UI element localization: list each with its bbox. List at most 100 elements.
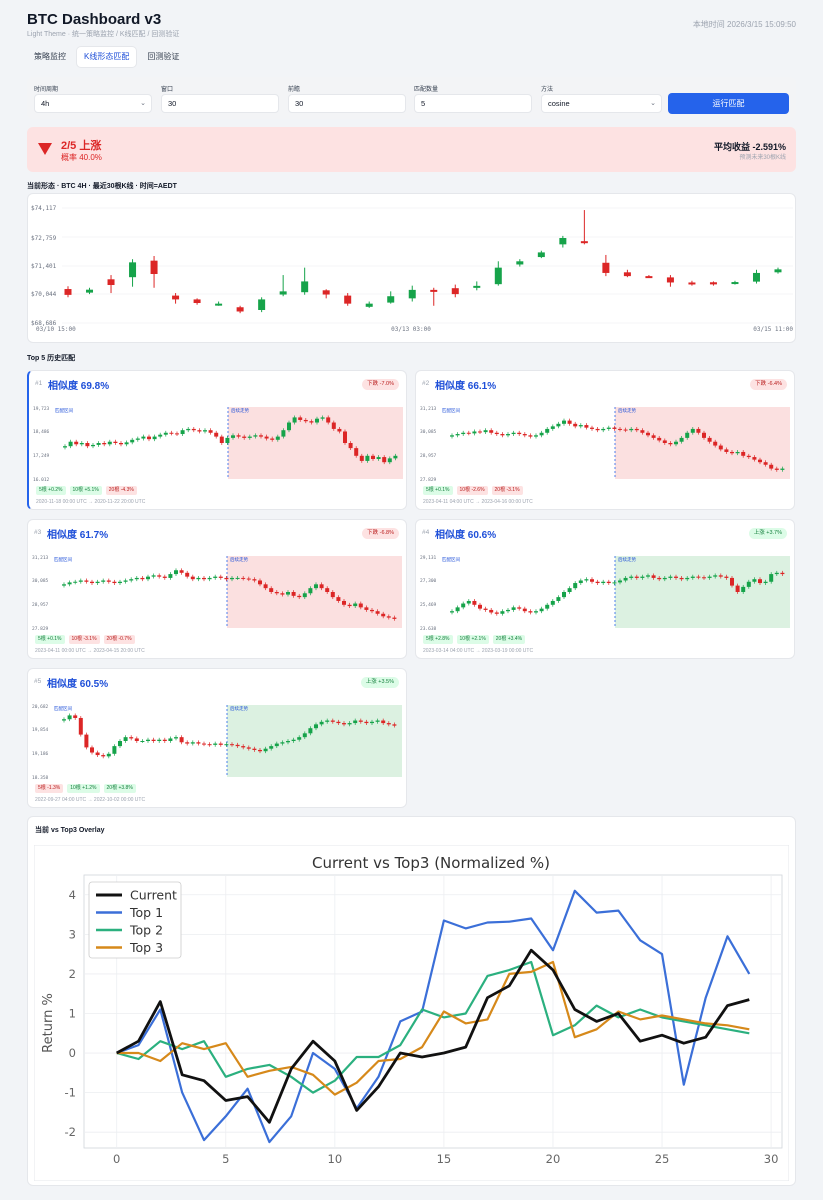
candle <box>506 608 510 614</box>
y-tick-label: $68,686 <box>31 320 57 327</box>
stat-chip: 5根 -1.3% <box>35 784 64 793</box>
candle <box>724 574 729 580</box>
stat-chip: 5根 +0.1% <box>35 635 65 644</box>
candle <box>746 579 751 589</box>
candle <box>506 432 510 438</box>
candle <box>319 719 324 727</box>
candle <box>466 599 471 606</box>
candle <box>516 259 524 267</box>
candle <box>185 570 190 579</box>
candle <box>559 235 567 248</box>
candle <box>371 453 375 461</box>
candle <box>688 280 696 286</box>
chevron-down-icon: ⌄ <box>140 100 146 107</box>
stat-chip: 20根 -4.3% <box>105 486 137 495</box>
candle <box>752 455 757 462</box>
candle <box>325 586 330 594</box>
y-tick-label: 28,957 <box>32 602 49 608</box>
y-tick-label: 18,486 <box>33 429 50 435</box>
tab-kline-matching[interactable]: K线形态匹配 <box>77 47 137 67</box>
stat-chip: 10根 +2.1% <box>456 635 489 644</box>
candle <box>101 578 106 584</box>
candle <box>246 576 251 582</box>
match-zone-label: 匹配区间 <box>55 407 73 414</box>
run-match-button[interactable]: 运行匹配 <box>668 93 789 114</box>
legend-label: Top 1 <box>129 905 163 920</box>
candle <box>158 432 163 439</box>
candle <box>62 717 66 723</box>
x-tick-label: 30 <box>764 1152 779 1166</box>
match-similarity: 相似度 60.5% <box>47 679 109 690</box>
candle <box>731 280 739 285</box>
average-return: 平均收益 -2.591% <box>713 142 786 152</box>
candle <box>466 430 471 436</box>
y-tick-label: 17,249 <box>33 453 50 459</box>
candle <box>258 578 262 587</box>
tab-strategy-monitor[interactable]: 策略监控 <box>34 52 66 61</box>
method-label: 方法 <box>541 87 554 93</box>
candle <box>175 431 179 436</box>
candle <box>186 427 191 433</box>
candle <box>314 582 318 591</box>
window-input[interactable]: 30 <box>161 94 279 113</box>
candle <box>651 573 656 580</box>
candle <box>140 576 145 582</box>
lookahead-input[interactable]: 30 <box>288 94 406 113</box>
match-stats: 5根 +0.2% 10根 +5.1% 20根 -4.3% <box>36 486 137 495</box>
candle <box>500 609 505 616</box>
candle <box>63 444 67 450</box>
match-count-input[interactable]: 5 <box>414 94 532 113</box>
candle <box>489 608 494 615</box>
y-tick-label: 30,085 <box>420 429 437 435</box>
candle <box>314 722 318 731</box>
y-tick-label: 20,682 <box>32 704 49 710</box>
stat-chip: 10根 -3.1% <box>68 635 100 644</box>
candle <box>601 427 606 433</box>
candle <box>218 741 223 747</box>
candle <box>135 436 140 442</box>
candle <box>78 578 83 584</box>
match-similarity: 相似度 61.7% <box>47 530 109 541</box>
match-card[interactable]: #1 相似度 69.8% 下跌 -7.0% 匹配区间 后续走势 19,723 18,486 1… <box>27 370 407 510</box>
match-card[interactable]: #5 相似度 60.5% 上涨 +3.5% 匹配区间 后续走势 20,682 19,854 1… <box>27 668 407 808</box>
x-tick-label: 0 <box>113 1152 120 1166</box>
match-card[interactable]: #4 相似度 60.6% 上涨 +3.7% 匹配区间 后续走势 29,131 27,300 2… <box>415 519 795 659</box>
tab-backtest[interactable]: 回测验证 <box>147 52 180 61</box>
candle <box>134 576 139 582</box>
candle <box>67 580 72 587</box>
candle <box>774 267 782 274</box>
candle <box>358 718 363 724</box>
candle <box>119 441 123 447</box>
prediction-probability: 概率 40.0% <box>61 153 102 162</box>
candle <box>96 441 101 447</box>
candle <box>780 570 785 576</box>
match-count-label: 匹配数量 <box>414 87 439 93</box>
candle <box>758 577 762 585</box>
candle <box>364 719 369 725</box>
candle <box>483 606 488 612</box>
timeframe-select[interactable]: 4h ⌄ <box>34 94 152 113</box>
match-card[interactable]: #2 相似度 66.1% 下跌 -6.4% 匹配区间 后续走势 31,213 30,085 2… <box>415 370 795 510</box>
app-title: BTC Dashboard v3 <box>27 11 162 28</box>
candle <box>247 434 252 440</box>
candle <box>595 427 600 433</box>
candle <box>450 609 454 615</box>
method-select[interactable]: cosine ⌄ <box>541 94 662 113</box>
candle <box>112 579 117 585</box>
candle <box>162 737 167 743</box>
candle <box>365 301 373 308</box>
candle <box>567 418 572 426</box>
legend-label: Current <box>130 888 177 903</box>
stat-chip: 5根 +0.2% <box>36 486 66 495</box>
candle <box>259 433 263 439</box>
current-pattern-card: $74,117 $72,759 $71,401 $70,044 $68,686 … <box>27 193 796 343</box>
candle <box>707 574 712 580</box>
candle <box>196 740 201 746</box>
candle <box>539 430 544 438</box>
match-card[interactable]: #3 相似度 61.7% 下跌 -6.8% 匹配区间 后续走势 31,213 30,085 2… <box>27 519 407 659</box>
candle <box>752 577 757 584</box>
x-tick-label: 15 <box>437 1152 452 1166</box>
candle <box>451 284 459 298</box>
y-tick-label: 23,638 <box>420 626 437 630</box>
candle <box>522 432 527 438</box>
